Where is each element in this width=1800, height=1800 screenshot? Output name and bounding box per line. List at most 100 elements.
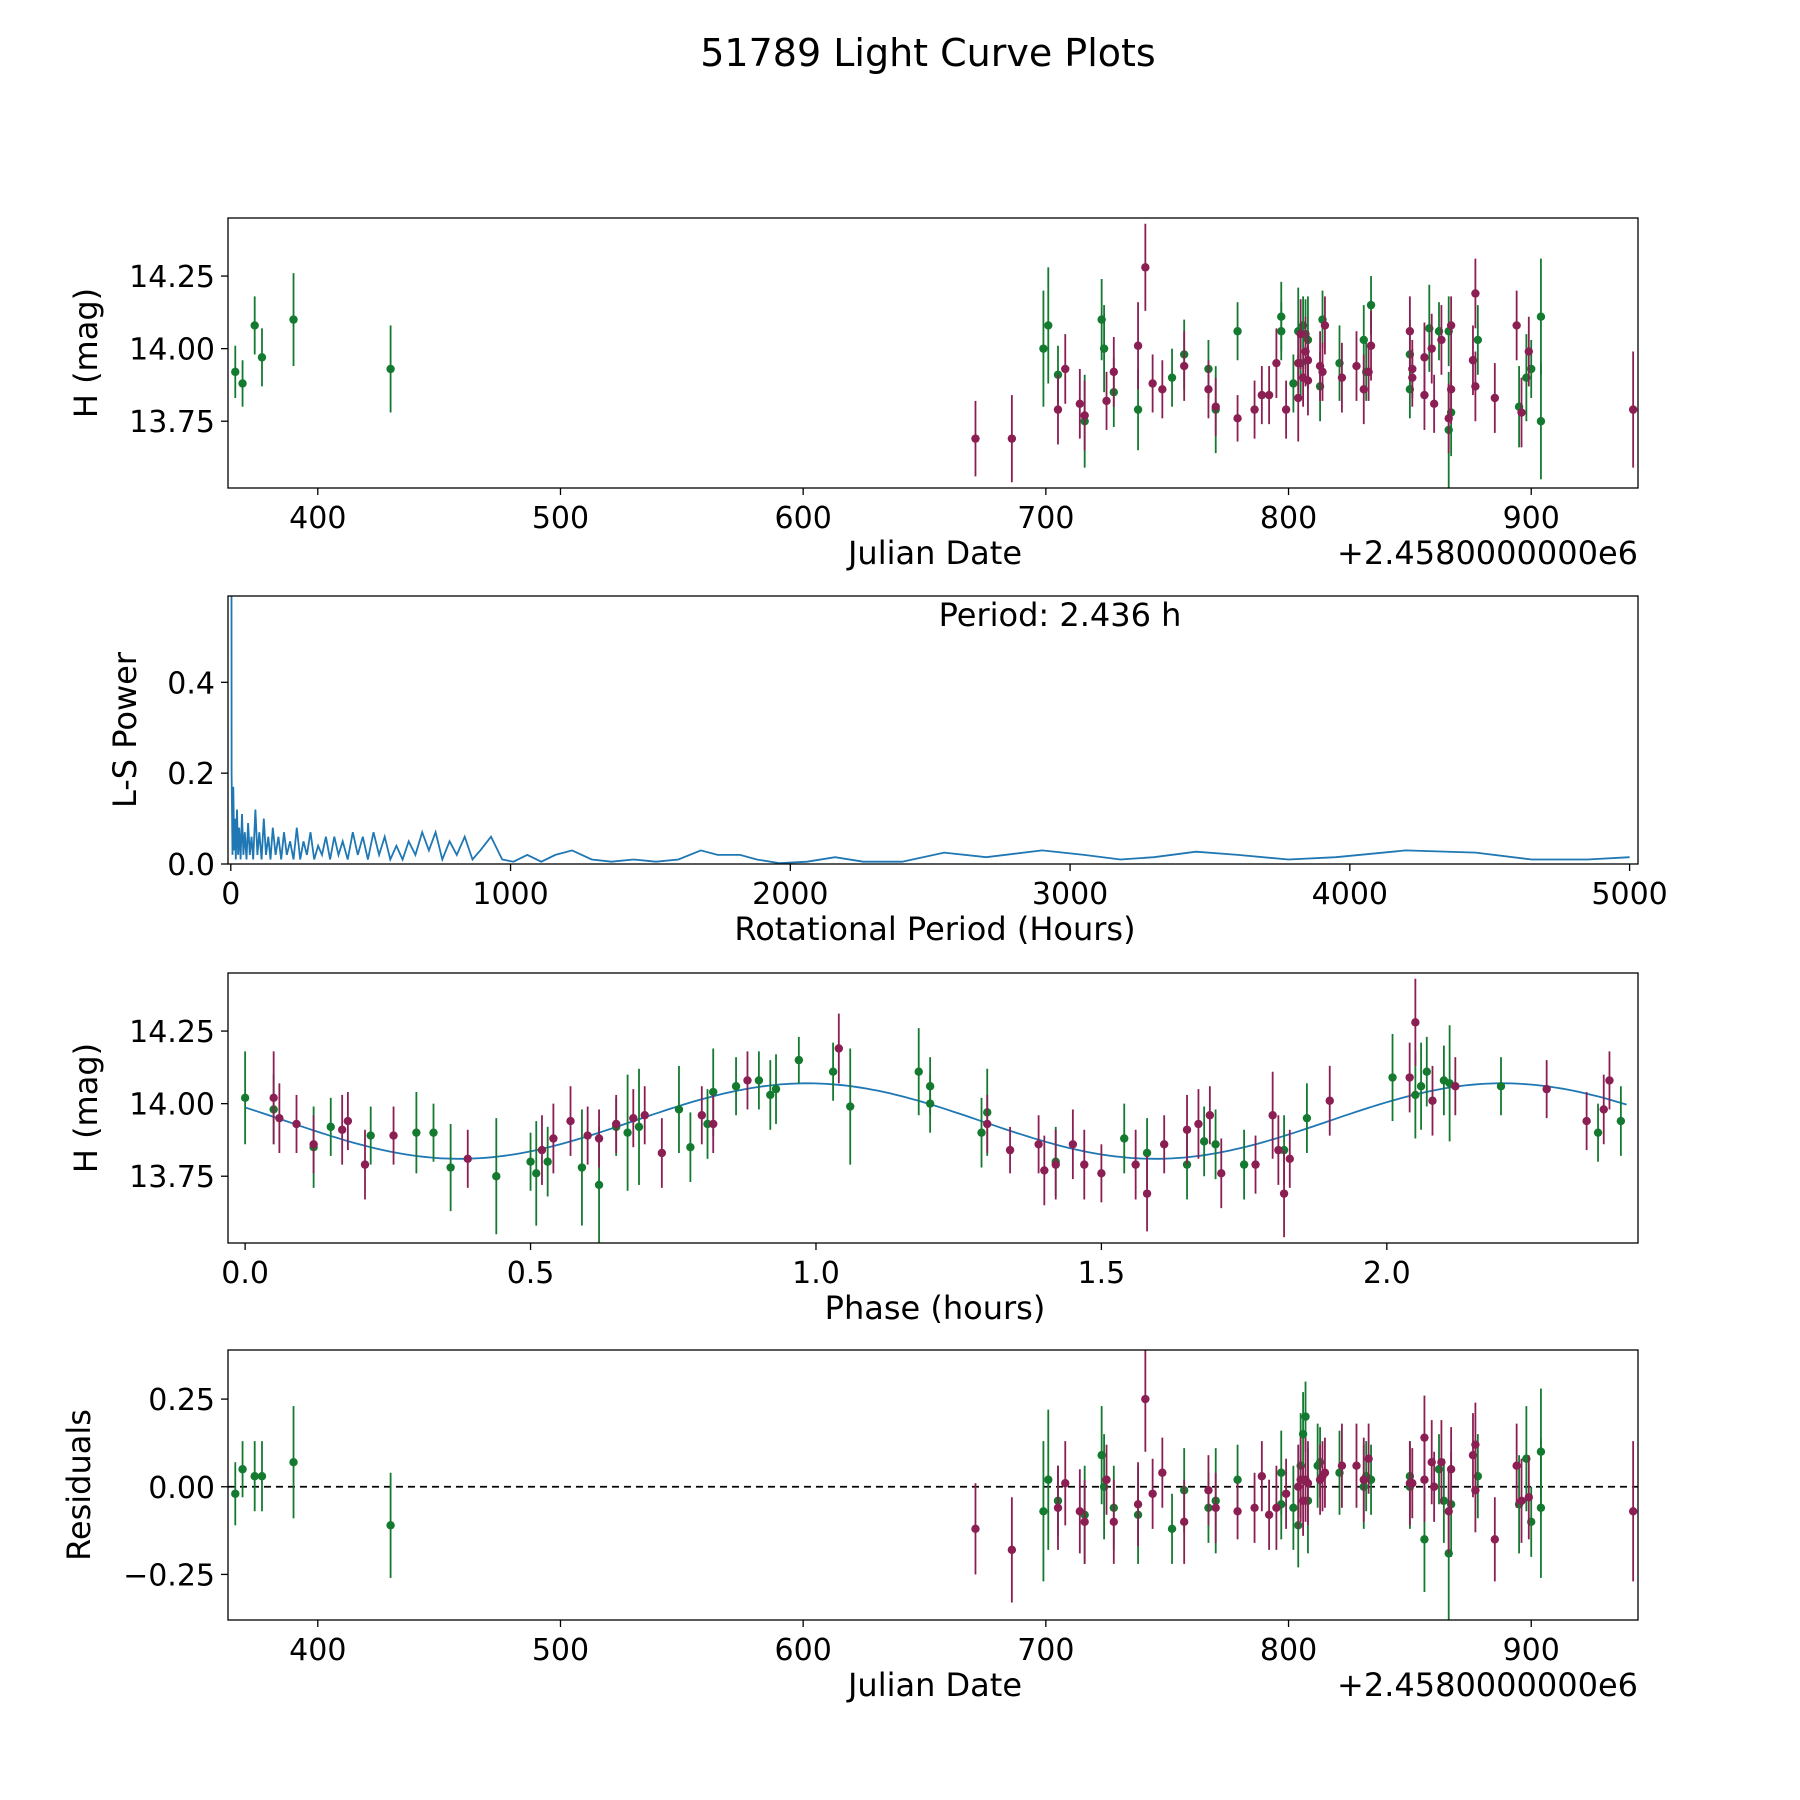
purple-data-point (463, 1154, 472, 1164)
purple-data-point (1542, 1084, 1551, 1094)
green-data-point (1167, 373, 1177, 382)
purple-data-point (1605, 1076, 1614, 1085)
x-tick-label: 2.0 (1363, 1256, 1411, 1291)
purple-data-point (337, 1125, 347, 1134)
purple-data-point (1428, 1096, 1437, 1105)
plot-frame (227, 595, 1639, 865)
green-data-point (1411, 1090, 1420, 1100)
purple-data-point (1490, 1535, 1500, 1544)
purple-data-point (1007, 1545, 1017, 1555)
x-tick-label: 1000 (472, 877, 548, 912)
green-data-point (238, 379, 247, 388)
purple-data-point (1053, 405, 1063, 414)
y-tick-label: 14.25 (129, 260, 215, 295)
purple-data-point (1420, 353, 1429, 362)
purple-data-point (1251, 1160, 1260, 1169)
x-tick-label: 4000 (1312, 877, 1388, 912)
y-tick-label: 13.75 (129, 1160, 215, 1195)
green-data-point (1593, 1128, 1603, 1137)
green-data-point (366, 1131, 375, 1140)
purple-data-point (1408, 373, 1417, 382)
purple-data-point (1075, 399, 1085, 409)
green-data-point (1039, 1507, 1048, 1516)
purple-data-point (1257, 1472, 1267, 1481)
green-data-point (1366, 300, 1376, 310)
purple-data-point (1429, 1482, 1439, 1491)
green-data-point (532, 1169, 541, 1178)
purple-data-point (709, 1119, 718, 1129)
green-data-point (754, 1076, 764, 1085)
plot-area (230, 596, 1630, 864)
y-tick-label: 0.4 (167, 666, 215, 701)
x-axis-label: Rotational Period (Hours) (734, 910, 1135, 948)
purple-data-point (1040, 1166, 1049, 1175)
purple-data-point (1141, 1394, 1150, 1404)
purple-data-point (1142, 1189, 1152, 1198)
purple-data-point (1233, 1507, 1242, 1516)
green-data-point (257, 1472, 267, 1481)
green-data-point (289, 315, 298, 324)
purple-data-point (1352, 361, 1361, 371)
green-data-point (1302, 1113, 1312, 1123)
green-data-point (771, 1084, 781, 1094)
green-data-point (1120, 1134, 1129, 1143)
green-data-point (326, 1122, 335, 1132)
purple-data-point (1437, 335, 1446, 345)
green-data-point (731, 1082, 741, 1091)
green-data-point (1211, 1140, 1220, 1149)
green-data-point (1277, 327, 1286, 336)
purple-data-point (1582, 1116, 1591, 1126)
x-tick-label: 700 (1017, 501, 1074, 536)
green-data-point (925, 1099, 935, 1108)
purple-data-point (549, 1134, 558, 1143)
x-tick-label: 500 (532, 501, 589, 536)
purple-data-point (1179, 361, 1189, 371)
purple-data-point (1451, 1082, 1460, 1091)
purple-data-point (1628, 405, 1638, 414)
purple-data-point (1109, 1517, 1119, 1527)
purple-data-point (1364, 1454, 1373, 1463)
x-tick-label: 800 (1260, 1633, 1317, 1668)
green-data-point (977, 1128, 986, 1137)
green-data-point (674, 1105, 684, 1114)
purple-data-point (1097, 1169, 1106, 1178)
green-data-point (1388, 1073, 1397, 1082)
green-data-point (828, 1067, 838, 1076)
y-tick-label: 14.00 (129, 1088, 215, 1123)
purple-data-point (1471, 289, 1480, 298)
green-data-point (1133, 405, 1143, 414)
purple-data-point (1205, 1111, 1215, 1120)
purple-data-point (1080, 1160, 1089, 1169)
green-data-point (1039, 344, 1048, 353)
purple-data-point (1194, 1119, 1203, 1129)
x-tick-label: 400 (289, 501, 346, 536)
purple-data-point (1320, 1468, 1330, 1477)
x-tick-label: 5000 (1591, 877, 1667, 912)
green-data-point (386, 1521, 395, 1530)
purple-data-point (1250, 1503, 1259, 1512)
green-data-point (1167, 1524, 1177, 1534)
x-tick-label: 0.5 (507, 1256, 555, 1291)
model-curve (244, 1082, 1627, 1160)
purple-data-point (1179, 1517, 1189, 1527)
x-axis-label: Julian Date (846, 1666, 1022, 1704)
purple-data-point (1133, 341, 1143, 350)
purple-data-point (1211, 1503, 1220, 1512)
y-tick-label: 0.25 (148, 1383, 215, 1418)
x-tick-label: 600 (775, 1633, 832, 1668)
purple-data-point (1490, 393, 1500, 403)
green-data-point (1473, 335, 1483, 345)
purple-data-point (1325, 1096, 1334, 1105)
purple-data-point (1411, 1018, 1420, 1027)
green-data-point (623, 1128, 632, 1137)
purple-data-point (971, 1524, 980, 1534)
purple-data-point (1148, 1489, 1157, 1498)
purple-data-point (1429, 399, 1439, 409)
power-line (230, 596, 1630, 864)
green-data-point (1289, 1503, 1298, 1512)
purple-data-point (1158, 385, 1167, 394)
plot-frame (227, 217, 1639, 489)
purple-data-point (1427, 344, 1436, 353)
green-data-point (1420, 1535, 1429, 1544)
